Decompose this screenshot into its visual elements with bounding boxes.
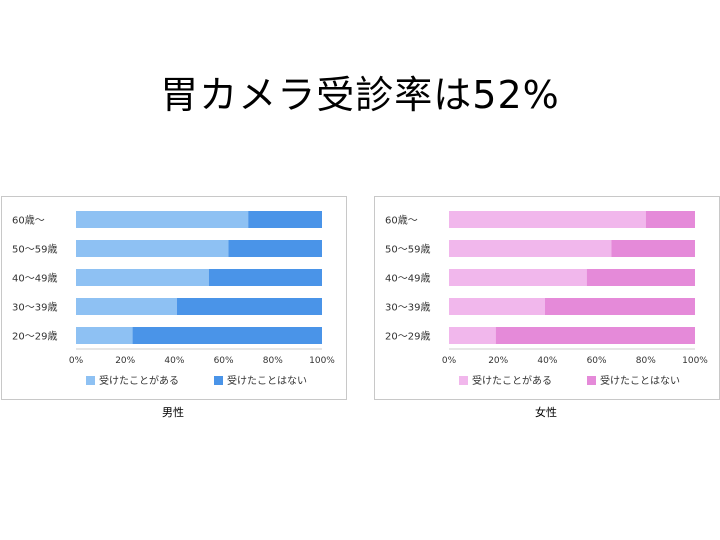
x-tick-label: 20% — [115, 356, 135, 366]
x-tick-label: 100% — [309, 356, 335, 366]
legend-swatch — [459, 376, 468, 385]
bar-segment-no — [586, 269, 695, 286]
bar-segment-yes — [76, 269, 209, 286]
bar-segment-yes — [449, 327, 496, 344]
bar-segment-no — [544, 298, 695, 315]
bar-segment-yes — [449, 269, 587, 286]
x-tick-label: 100% — [682, 356, 708, 366]
male-chart-panel: 60歳〜 50〜59歳 40〜49歳 30〜39歳 20〜29歳 0% 20% 40% 60% 8… — [1, 196, 347, 400]
category-label: 30〜39歳 — [385, 302, 430, 314]
x-tick-label: 80% — [636, 356, 656, 366]
category-label: 50〜59歳 — [385, 244, 430, 256]
category-label: 20〜29歳 — [385, 331, 430, 343]
female-chart-panel: 60歳〜 50〜59歳 40〜49歳 30〜39歳 20〜29歳 0% 20% 40% 60% 8… — [374, 196, 720, 400]
x-tick-label: 40% — [537, 356, 557, 366]
x-tick-label: 80% — [263, 356, 283, 366]
category-label: 60歳〜 — [385, 215, 418, 227]
slide-title: 胃カメラ受診率は52% — [160, 73, 560, 117]
bar-segment-no — [228, 240, 322, 257]
legend-label: 受けたことがある — [99, 374, 179, 387]
category-label: 40〜49歳 — [385, 273, 430, 285]
category-label: 40〜49歳 — [12, 273, 57, 285]
bar-segment-yes — [76, 298, 177, 315]
male-chart-caption: 男性 — [162, 406, 184, 419]
bar-segment-yes — [76, 327, 133, 344]
bar-segment-no — [132, 327, 322, 344]
x-tick-label: 60% — [214, 356, 234, 366]
bar-segment-no — [495, 327, 695, 344]
x-tick-label: 0% — [69, 356, 84, 366]
x-tick-label: 60% — [587, 356, 607, 366]
category-label: 30〜39歳 — [12, 302, 57, 314]
bar-segment-no — [176, 298, 322, 315]
x-tick-label: 20% — [488, 356, 508, 366]
bar-segment-no — [611, 240, 695, 257]
male-chart: 60歳〜 50〜59歳 40〜49歳 30〜39歳 20〜29歳 0% 20% 40% 60% 8… — [12, 211, 335, 387]
female-chart: 60歳〜 50〜59歳 40〜49歳 30〜39歳 20〜29歳 0% 20% 40% 60% 8… — [385, 211, 708, 387]
legend-swatch — [214, 376, 223, 385]
bar-segment-no — [248, 211, 322, 228]
legend-label: 受けたことはない — [600, 375, 680, 387]
legend-swatch — [587, 376, 596, 385]
bar-segment-yes — [449, 298, 545, 315]
bar-segment-yes — [449, 240, 612, 257]
female-chart-caption: 女性 — [535, 406, 557, 419]
category-label: 60歳〜 — [12, 215, 45, 227]
legend-label: 受けたことはない — [227, 375, 307, 387]
bar-segment-no — [208, 269, 322, 286]
bar-segment-yes — [76, 211, 249, 228]
legend-swatch — [86, 376, 95, 385]
bar-segment-no — [645, 211, 695, 228]
bar-segment-yes — [76, 240, 229, 257]
category-label: 20〜29歳 — [12, 331, 57, 343]
x-tick-label: 0% — [442, 356, 457, 366]
legend-label: 受けたことがある — [472, 374, 552, 387]
bar-segment-yes — [449, 211, 646, 228]
category-label: 50〜59歳 — [12, 244, 57, 256]
x-tick-label: 40% — [164, 356, 184, 366]
